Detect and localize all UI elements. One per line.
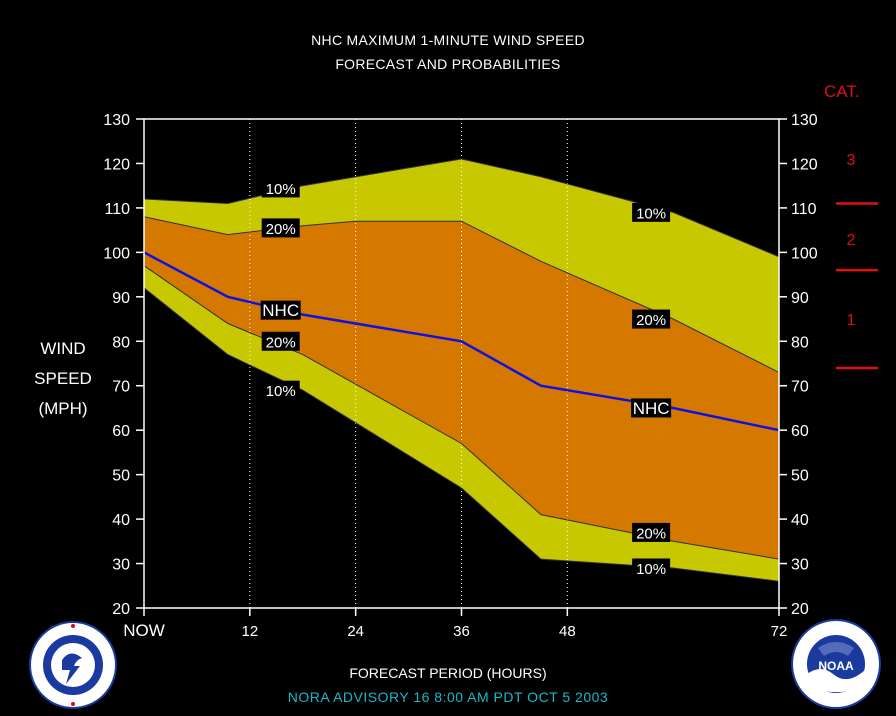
y-axis-label-wind: WIND xyxy=(40,339,86,358)
y-tick-label-left-130: 130 xyxy=(103,112,130,129)
y-axis-label-units: (MPH) xyxy=(38,399,88,418)
nws-logo xyxy=(28,620,118,715)
annotation-box-2 xyxy=(260,300,301,320)
y-tick-label-left-30: 30 xyxy=(112,557,130,574)
y-tick-label-left-60: 60 xyxy=(112,423,130,440)
category-label-3: 3 xyxy=(847,152,856,169)
annotation-box-5 xyxy=(632,202,671,222)
annotation-box-8 xyxy=(632,522,671,542)
annotation-box-4 xyxy=(261,380,300,400)
y-tick-label-right-70: 70 xyxy=(791,379,809,396)
noaa-logo: NOAA xyxy=(790,618,882,715)
x-tick-label-36: 36 xyxy=(453,623,470,640)
y-tick-label-left-70: 70 xyxy=(112,379,130,396)
category-label-1: 1 xyxy=(847,312,856,329)
series-line-lower-10 xyxy=(143,287,780,582)
annotation-box-3 xyxy=(261,331,300,351)
x-tick-label-72: 72 xyxy=(771,623,788,640)
chart-title-line2: FORECAST AND PROBABILITIES xyxy=(335,56,561,72)
y-tick-label-right-100: 100 xyxy=(791,245,818,262)
y-tick-label-right-130: 130 xyxy=(791,112,818,129)
annotation-label-7: NHC xyxy=(633,399,670,418)
y-tick-label-right-120: 120 xyxy=(791,156,818,173)
series-line-upper-20 xyxy=(143,216,780,373)
annotation-label-0: 10% xyxy=(266,181,296,198)
y-tick-label-left-50: 50 xyxy=(112,468,130,485)
annotation-box-9 xyxy=(632,558,671,578)
annotation-label-3: 20% xyxy=(266,334,296,351)
y-tick-label-right-20: 20 xyxy=(791,601,809,618)
y-tick-label-left-20: 20 xyxy=(112,601,130,618)
y-axis-label-speed: SPEED xyxy=(34,369,92,388)
annotation-label-1: 20% xyxy=(266,221,296,238)
advisory-line: NORA ADVISORY 16 8:00 AM PDT OCT 5 2003 xyxy=(287,689,609,705)
y-tick-label-right-110: 110 xyxy=(791,201,817,218)
annotation-label-2: NHC xyxy=(262,301,299,320)
annotation-box-6 xyxy=(632,309,671,329)
x-tick-label-24: 24 xyxy=(347,623,364,640)
y-tick-label-right-90: 90 xyxy=(791,290,809,307)
y-tick-label-right-50: 50 xyxy=(791,468,809,485)
x-tick-label-48: 48 xyxy=(559,623,576,640)
y-tick-label-right-30: 30 xyxy=(791,557,809,574)
y-tick-label-left-120: 120 xyxy=(103,156,130,173)
annotation-box-0 xyxy=(261,178,300,198)
annotation-box-7 xyxy=(631,398,672,418)
category-title: CAT. xyxy=(824,82,860,101)
y-tick-label-right-40: 40 xyxy=(791,512,809,529)
x-tick-label-0: NOW xyxy=(123,621,165,640)
y-tick-label-left-90: 90 xyxy=(112,290,130,307)
y-tick-label-right-60: 60 xyxy=(791,423,809,440)
annotation-box-1 xyxy=(261,218,300,238)
y-tick-label-left-110: 110 xyxy=(104,201,130,218)
x-axis-title: FORECAST PERIOD (HOURS) xyxy=(349,665,547,681)
series-line-upper-10 xyxy=(143,158,780,258)
annotation-label-8: 20% xyxy=(636,525,666,542)
series-line-lower-20 xyxy=(143,265,780,560)
y-tick-label-left-100: 100 xyxy=(103,245,130,262)
annotation-label-5: 10% xyxy=(636,205,666,222)
annotation-label-6: 20% xyxy=(636,312,666,329)
chart-title-line1: NHC MAXIMUM 1-MINUTE WIND SPEED xyxy=(311,32,585,48)
annotation-label-4: 10% xyxy=(266,383,296,400)
svg-text:NOAA: NOAA xyxy=(818,659,854,673)
y-tick-label-left-40: 40 xyxy=(112,512,130,529)
annotation-label-9: 10% xyxy=(636,561,666,578)
y-tick-label-left-80: 80 xyxy=(112,334,130,351)
category-label-2: 2 xyxy=(847,232,856,249)
y-tick-label-right-80: 80 xyxy=(791,334,809,351)
series-line-nhc xyxy=(143,251,780,432)
x-tick-label-12: 12 xyxy=(241,623,258,640)
